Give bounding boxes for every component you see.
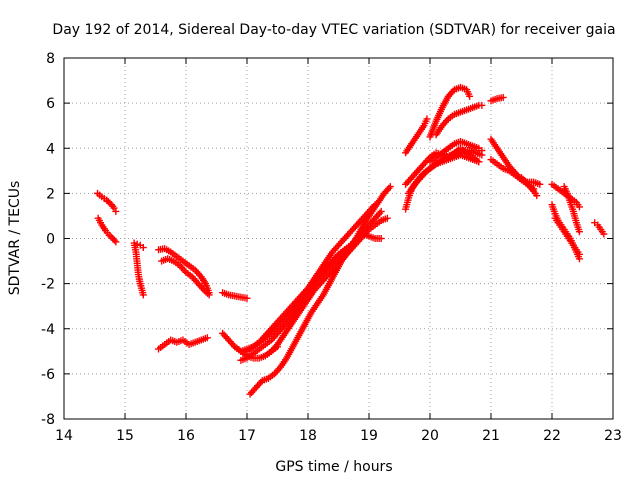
chart-title: Day 192 of 2014, Sidereal Day-to-day VTE… [52,22,615,38]
y-tick-label: -4 [41,322,55,338]
x-tick-label: 14 [55,428,73,444]
series-s22 [487,93,507,105]
data-point [203,334,211,342]
series-s8 [219,289,251,302]
data-point [575,250,583,258]
data-point [478,147,486,155]
data-point [205,291,213,299]
series-s30 [591,219,608,238]
data-point [600,230,608,238]
data-point [243,294,251,302]
series-s19 [402,115,431,157]
data-points [94,83,608,398]
y-tick-label: 8 [46,51,55,67]
series-s18 [426,137,486,166]
data-point [466,92,474,100]
series-s21 [432,101,486,139]
data-point [533,192,541,200]
y-tick-label: -8 [41,412,55,428]
data-point [499,93,507,101]
y-tick-label: 4 [46,141,55,157]
series-s5 [155,245,213,297]
data-point [139,291,147,299]
x-axis-title: GPS time / hours [275,459,392,475]
data-point [112,238,120,246]
data-point [383,214,391,222]
x-tick-label: 18 [299,428,317,444]
y-tick-label: 6 [46,96,55,112]
x-tick-label: 22 [543,428,561,444]
series-s2 [94,214,120,246]
series-s25 [518,174,541,200]
data-point [478,101,486,109]
y-axis-title: SDTVAR / TECUs [7,181,23,296]
series-s6 [158,255,213,299]
data-point [377,207,385,215]
series-s3 [130,239,147,299]
series-s1 [94,189,120,215]
x-tick-label: 17 [238,428,256,444]
series-s7 [155,334,211,353]
data-point [377,235,385,242]
y-tick-label: -2 [41,277,55,293]
series-s17 [405,147,486,197]
data-point [386,183,394,191]
series-s14 [261,214,391,360]
axis-ticks: 14 15 16 17 18 19 20 21 22 23 -8 -6 -4 -2 0 2 4 6 8 [41,51,622,444]
data-point [139,244,147,252]
data-point [423,115,431,123]
x-tick-label: 20 [421,428,439,444]
x-tick-label: 15 [116,428,134,444]
data-point [133,240,141,248]
y-tick-label: -6 [41,367,55,383]
x-tick-label: 21 [482,428,500,444]
series-s20 [426,83,474,141]
data-point [575,228,583,236]
x-tick-label: 16 [177,428,195,444]
y-tick-label: 2 [46,186,55,202]
data-point [475,158,483,166]
x-tick-label: 19 [360,428,378,444]
series-s28 [551,214,583,258]
series-s29 [560,183,583,236]
data-point [112,207,120,215]
y-tick-label: 0 [46,232,55,248]
data-point [204,289,212,297]
data-point [536,180,544,188]
data-point [575,203,583,211]
x-tick-label: 23 [604,428,622,444]
series-s4 [133,240,147,252]
